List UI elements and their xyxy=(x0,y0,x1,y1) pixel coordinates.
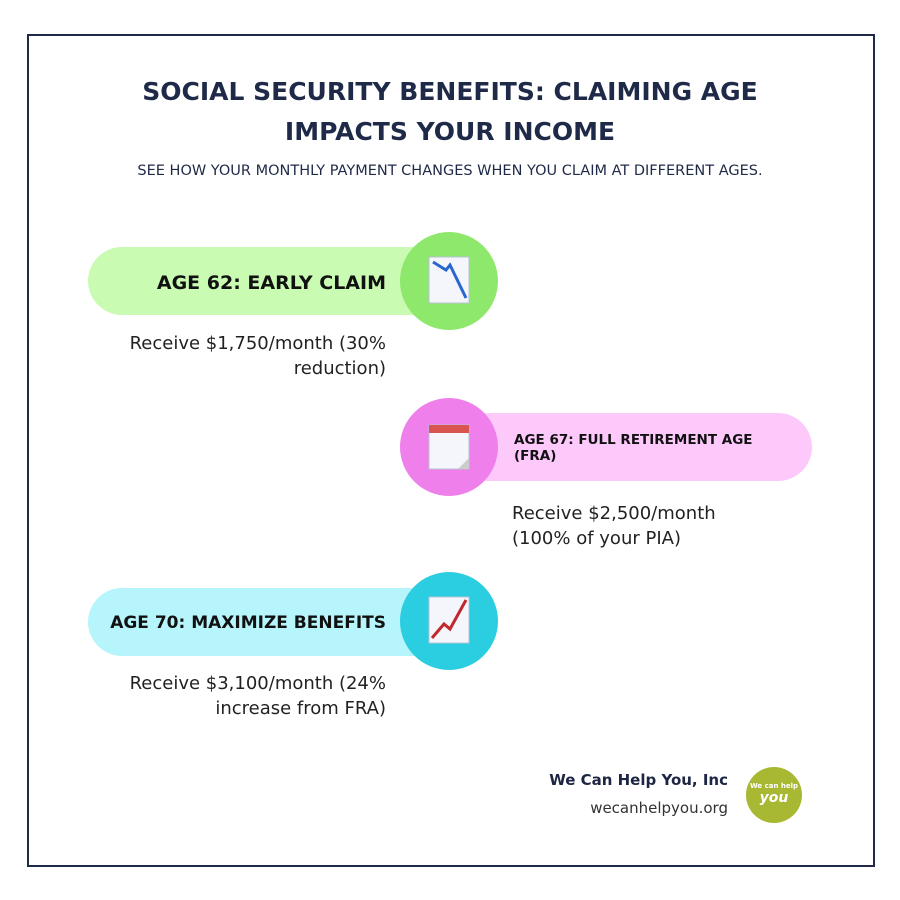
item-label: AGE 62: EARLY CLAIM xyxy=(156,272,386,294)
company-name: We Can Help You, Inc xyxy=(549,771,728,789)
subtitle: SEE HOW YOUR MONTHLY PAYMENT CHANGES WHE… xyxy=(137,163,763,179)
pill xyxy=(88,247,458,315)
website: wecanhelpyou.org xyxy=(590,799,728,817)
pill xyxy=(88,588,458,656)
icon-circle xyxy=(400,572,498,670)
title: SOCIAL SECURITY BENEFITS: CLAIMING AGE I… xyxy=(142,77,758,146)
logo-text: We can help xyxy=(749,782,799,790)
item-description: Receive $1,750/month (30% reduction) xyxy=(129,333,386,379)
pill xyxy=(440,413,812,481)
icon-circle xyxy=(400,398,498,496)
frame xyxy=(27,34,875,867)
icon xyxy=(428,256,470,304)
item-label: AGE 67: FULL RETIREMENT AGE (FRA) xyxy=(514,432,753,464)
logo: We can help you xyxy=(746,767,802,823)
icon-circle xyxy=(400,232,498,330)
icon xyxy=(428,596,470,644)
item-label: AGE 70: MAXIMIZE BENEFITS xyxy=(110,613,386,633)
logo-text: you xyxy=(759,790,789,806)
item-description: Receive $2,500/month (100% of your PIA) xyxy=(512,503,716,549)
icon xyxy=(428,424,470,470)
item-description: Receive $3,100/month (24% increase from … xyxy=(129,673,386,719)
